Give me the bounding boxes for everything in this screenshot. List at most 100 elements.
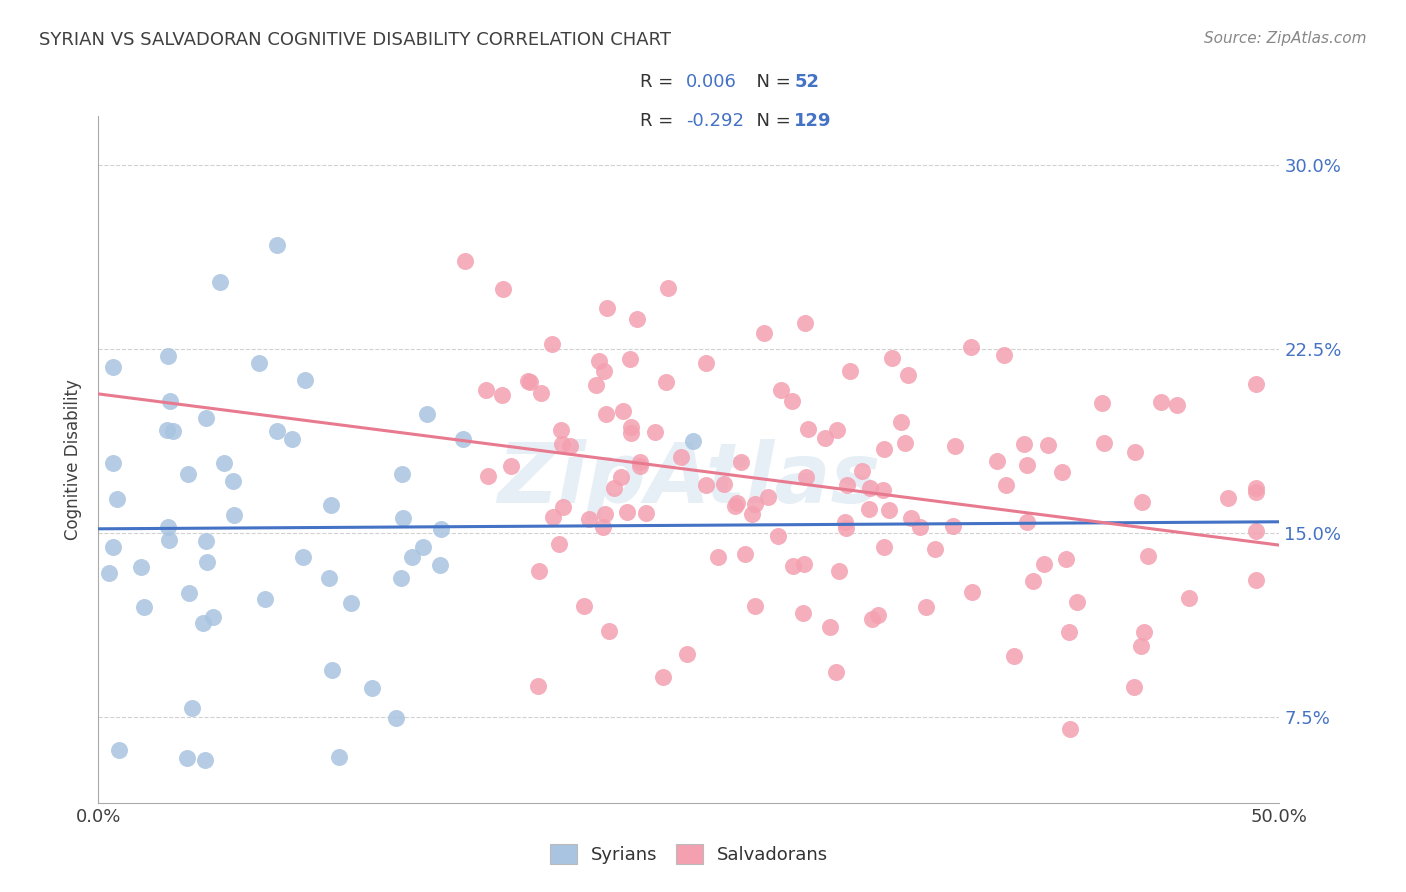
Point	[818, 620, 841, 634]
Point	[1129, 640, 1152, 654]
Point	[835, 478, 858, 492]
Point	[266, 237, 288, 252]
Point	[202, 609, 225, 624]
Point	[529, 564, 551, 578]
Point	[340, 596, 363, 610]
Point	[682, 434, 704, 448]
Point	[477, 469, 499, 483]
Point	[725, 496, 748, 510]
Point	[893, 435, 915, 450]
Point	[942, 518, 965, 533]
Text: R =: R =	[640, 73, 679, 91]
Point	[960, 585, 983, 599]
Point	[294, 373, 316, 387]
Point	[655, 375, 678, 389]
Point	[177, 585, 200, 599]
Legend: Syrians, Salvadorans: Syrians, Salvadorans	[540, 835, 838, 872]
Point	[592, 363, 614, 377]
Point	[1216, 491, 1239, 505]
Point	[101, 359, 124, 374]
Point	[1178, 591, 1201, 606]
Point	[769, 383, 792, 397]
Point	[177, 467, 200, 482]
Point	[651, 669, 673, 683]
Point	[960, 340, 983, 354]
Point	[105, 491, 128, 506]
Point	[491, 388, 513, 402]
Point	[766, 528, 789, 542]
Point	[620, 420, 643, 434]
Point	[1059, 723, 1081, 737]
Point	[1092, 436, 1115, 450]
Point	[914, 599, 936, 614]
Point	[860, 612, 883, 626]
Point	[596, 301, 619, 315]
Point	[797, 422, 820, 436]
Point	[897, 368, 920, 382]
Point	[98, 566, 121, 581]
Point	[730, 455, 752, 469]
Text: 52: 52	[794, 73, 820, 91]
Point	[794, 316, 817, 330]
Point	[492, 282, 515, 296]
Point	[1122, 680, 1144, 694]
Point	[676, 647, 699, 661]
Point	[644, 425, 666, 439]
Point	[1091, 396, 1114, 410]
Point	[392, 511, 415, 525]
Point	[1130, 495, 1153, 509]
Point	[756, 490, 779, 504]
Point	[430, 522, 453, 536]
Point	[1015, 458, 1038, 473]
Point	[1012, 437, 1035, 451]
Text: N =: N =	[745, 112, 797, 129]
Point	[281, 432, 304, 446]
Point	[900, 511, 922, 525]
Point	[412, 540, 434, 554]
Point	[859, 481, 882, 495]
Point	[526, 679, 548, 693]
Point	[1057, 624, 1080, 639]
Point	[616, 505, 638, 519]
Point	[1150, 395, 1173, 409]
Point	[619, 351, 641, 366]
Point	[129, 560, 152, 574]
Point	[1137, 549, 1160, 564]
Text: 129: 129	[794, 112, 832, 129]
Point	[1244, 573, 1267, 587]
Point	[598, 624, 620, 639]
Point	[882, 351, 904, 365]
Text: Source: ZipAtlas.com: Source: ZipAtlas.com	[1204, 31, 1367, 46]
Point	[391, 467, 413, 481]
Point	[793, 558, 815, 572]
Point	[361, 681, 384, 695]
Point	[1166, 399, 1188, 413]
Point	[176, 751, 198, 765]
Point	[669, 450, 692, 465]
Point	[628, 458, 651, 473]
Point	[872, 442, 894, 456]
Point	[873, 540, 896, 554]
Point	[193, 616, 215, 631]
Point	[868, 608, 890, 623]
Point	[1050, 465, 1073, 479]
Point	[385, 711, 408, 725]
Point	[835, 521, 858, 535]
Point	[541, 510, 564, 524]
Point	[890, 415, 912, 429]
Point	[1032, 557, 1054, 571]
Point	[1015, 515, 1038, 529]
Point	[851, 464, 873, 478]
Point	[194, 410, 217, 425]
Text: SYRIAN VS SALVADORAN COGNITIVE DISABILITY CORRELATION CHART: SYRIAN VS SALVADORAN COGNITIVE DISABILIT…	[39, 31, 672, 49]
Point	[195, 555, 218, 569]
Point	[943, 439, 966, 453]
Point	[401, 549, 423, 564]
Point	[908, 519, 931, 533]
Point	[454, 253, 477, 268]
Point	[517, 374, 540, 388]
Point	[595, 407, 617, 421]
Point	[834, 515, 856, 529]
Point	[620, 425, 643, 440]
Point	[108, 743, 131, 757]
